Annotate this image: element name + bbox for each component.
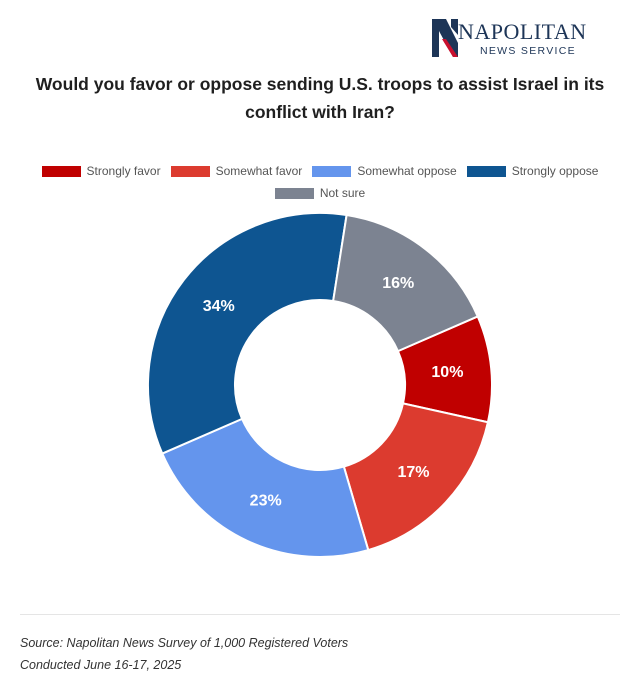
legend-row-1: Strongly favor Somewhat favor Somewhat o… — [20, 160, 620, 182]
source-note: Source: Napolitan News Survey of 1,000 R… — [20, 636, 349, 650]
legend-item-somewhat-oppose[interactable]: Somewhat oppose — [312, 164, 457, 178]
legend-item-somewhat-favor[interactable]: Somewhat favor — [170, 164, 303, 178]
legend-swatch — [41, 165, 81, 177]
slice-label-somewhat-favor: 17% — [397, 464, 429, 481]
chart-title: Would you favor or oppose sending U.S. t… — [35, 74, 605, 122]
slice-label-strongly-oppose: 34% — [203, 298, 235, 315]
footer-divider — [20, 614, 620, 615]
legend-item-not-sure[interactable]: Not sure — [274, 186, 366, 200]
donut-slice-somewhat-favor[interactable] — [342, 402, 490, 552]
donut-chart: 10% 17% 23% 34% 16% — [147, 212, 493, 558]
slice-label-somewhat-oppose: 23% — [250, 492, 282, 509]
slice-label-not-sure: 16% — [382, 275, 414, 292]
donut-slice-strongly-oppose[interactable] — [147, 212, 348, 455]
brand-logo: NAPOLITAN NEWS SERVICE — [432, 17, 592, 61]
legend-label: Somewhat oppose — [357, 164, 457, 178]
chart-footer: Source: Napolitan News Survey of 1,000 R… — [20, 632, 348, 676]
legend-row-2: Not sure — [20, 182, 620, 204]
napolitan-logo-icon — [432, 19, 458, 57]
logo-name: NAPOLITAN — [458, 19, 587, 44]
legend-label: Strongly favor — [86, 164, 161, 178]
legend-label: Strongly oppose — [511, 164, 599, 178]
slice-label-strongly-favor: 10% — [431, 364, 463, 381]
legend-swatch — [274, 187, 314, 199]
legend-swatch — [466, 165, 506, 177]
legend-swatch — [312, 165, 352, 177]
survey-date: Conducted June 16-17, 2025 — [20, 658, 182, 672]
legend-label: Not sure — [319, 186, 366, 200]
legend-item-strongly-oppose[interactable]: Strongly oppose — [466, 164, 599, 178]
legend-item-strongly-favor[interactable]: Strongly favor — [41, 164, 161, 178]
donut-slice-somewhat-oppose[interactable] — [160, 417, 370, 558]
donut-slice-not-sure[interactable] — [332, 213, 480, 353]
legend-swatch — [170, 165, 210, 177]
chart-legend: Strongly favor Somewhat favor Somewhat o… — [20, 160, 620, 204]
legend-label: Somewhat favor — [215, 164, 303, 178]
logo-subtitle: NEWS SERVICE — [480, 45, 576, 57]
